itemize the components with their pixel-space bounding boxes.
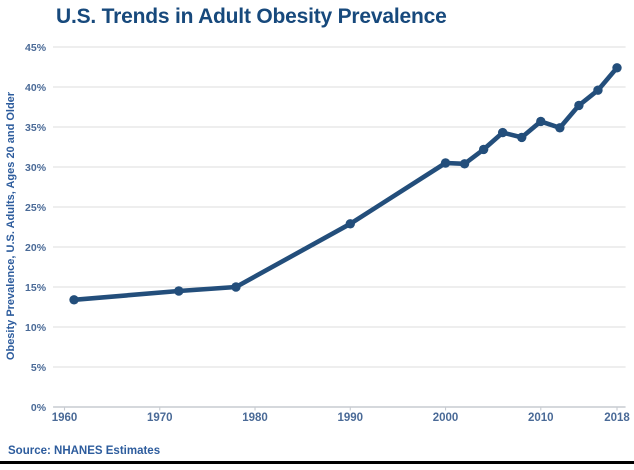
data-point-marker	[440, 158, 451, 168]
y-axis-tick-label: 20%	[25, 242, 47, 254]
x-axis-tick-label: 1970	[147, 412, 173, 424]
y-axis-tick-label: 5%	[31, 362, 47, 374]
y-axis-tick-label: 25%	[25, 202, 47, 214]
x-axis-tick-label: 1960	[52, 412, 78, 424]
data-point-marker	[459, 159, 470, 169]
bottom-divider	[0, 461, 634, 464]
x-axis-tick-label: 2000	[433, 412, 459, 424]
y-axis-tick-label: 35%	[25, 122, 47, 134]
trend-line	[71, 65, 620, 303]
x-axis-tick-label: 1990	[337, 412, 363, 424]
y-axis-tick-label: 0%	[31, 402, 47, 414]
data-point-marker	[345, 219, 355, 229]
x-axis-tick-label: 2010	[528, 412, 554, 424]
data-point-marker	[593, 85, 603, 95]
data-point-marker	[536, 116, 546, 127]
data-point-marker	[174, 286, 184, 296]
data-point-marker	[517, 132, 527, 143]
y-axis-tick-label: 15%	[25, 282, 47, 294]
x-axis-tick-label: 2018	[604, 412, 630, 424]
y-axis-tick-label: 45%	[25, 42, 47, 54]
data-point-marker	[231, 282, 241, 292]
source-note: Source: NHANES Estimates	[8, 445, 161, 457]
data-point-marker	[555, 123, 565, 133]
x-axis-tick-label: 1980	[242, 412, 268, 424]
chart-title: U.S. Trends in Adult Obesity Prevalence	[56, 5, 447, 28]
y-axis-tick-label: 10%	[25, 322, 47, 334]
data-point-marker	[574, 100, 584, 111]
y-axis-tick-label: 40%	[25, 82, 47, 94]
data-point-marker	[478, 144, 489, 155]
y-axis-tick-label: 30%	[25, 162, 47, 174]
data-point-marker	[497, 127, 508, 138]
data-point-marker	[69, 295, 79, 305]
data-point-marker	[612, 63, 622, 73]
